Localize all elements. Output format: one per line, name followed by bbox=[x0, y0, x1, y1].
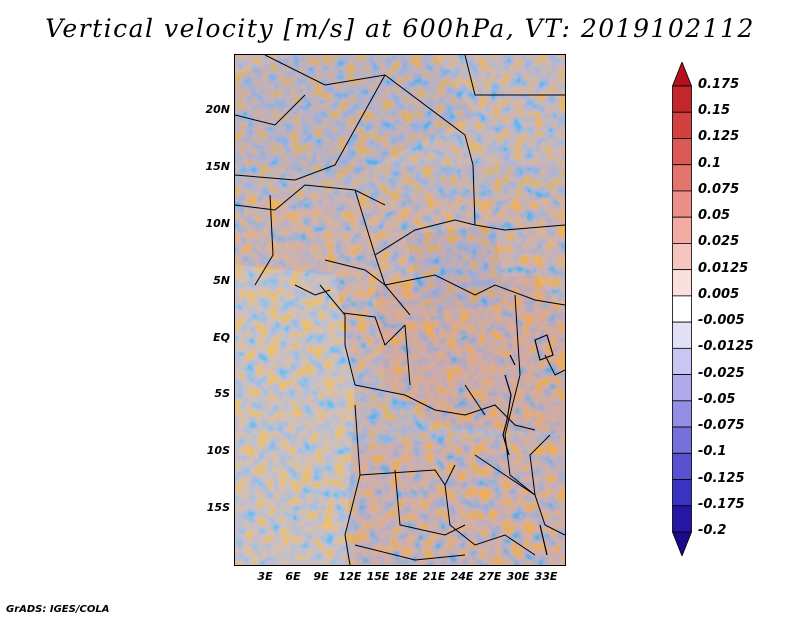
map-panel bbox=[234, 54, 566, 566]
lon-label-15e: 15E bbox=[366, 570, 390, 583]
grads-credit: GrADS: IGES/COLA bbox=[6, 604, 110, 615]
colorbar-label: -0.075 bbox=[698, 418, 745, 434]
lon-label-27e: 27E bbox=[478, 570, 502, 583]
colorbar-label: 0.175 bbox=[698, 77, 740, 92]
lon-label-21e: 21E bbox=[422, 570, 446, 583]
colorbar-label: 0.005 bbox=[698, 286, 740, 302]
lon-label-24e: 24E bbox=[450, 570, 474, 583]
colorbar-label: 0.1 bbox=[698, 155, 722, 171]
colorbar-segment bbox=[672, 505, 692, 533]
lat-label-10n: 10N bbox=[205, 217, 230, 230]
lat-label-5n: 5N bbox=[213, 274, 230, 287]
lat-label-15n: 15N bbox=[205, 160, 230, 173]
colorbar-segment bbox=[672, 321, 692, 349]
colorbar-segment bbox=[672, 400, 692, 428]
colorbar-segment bbox=[672, 243, 692, 271]
lat-label-10s: 10S bbox=[206, 444, 230, 457]
lon-label-33e: 33E bbox=[534, 570, 558, 583]
colorbar-segment bbox=[672, 531, 692, 556]
colorbar-label: 0.075 bbox=[698, 181, 740, 197]
colorbar-label: -0.1 bbox=[698, 444, 727, 460]
lat-label-20n: 20N bbox=[205, 103, 230, 116]
lon-label-3e: 3E bbox=[257, 570, 273, 583]
lon-label-9e: 9E bbox=[313, 570, 329, 583]
lon-label-30e: 30E bbox=[506, 570, 530, 583]
colorbar-label: 0.125 bbox=[698, 129, 740, 145]
lon-label-6e: 6E bbox=[285, 570, 301, 583]
colorbar-label: -0.05 bbox=[698, 391, 736, 407]
country-borders bbox=[235, 55, 565, 565]
colorbar-segment bbox=[672, 347, 692, 375]
colorbar-label: 0.05 bbox=[698, 208, 731, 224]
colorbar-label: -0.025 bbox=[698, 365, 745, 381]
lon-label-12e: 12E bbox=[338, 570, 362, 583]
lat-label-5s: 5S bbox=[214, 387, 230, 400]
velocity-field-map bbox=[235, 55, 565, 565]
colorbar-label: 0.0125 bbox=[698, 260, 749, 276]
colorbar bbox=[672, 62, 692, 556]
colorbar-segment bbox=[672, 295, 692, 323]
colorbar-label: -0.175 bbox=[698, 496, 745, 512]
colorbar-label: 0.025 bbox=[698, 234, 740, 250]
colorbar-segment bbox=[672, 374, 692, 402]
colorbar-segment bbox=[672, 216, 692, 244]
colorbar-segment bbox=[672, 452, 692, 480]
colorbar-label: 0.15 bbox=[698, 103, 731, 119]
colorbar-segment bbox=[672, 111, 692, 139]
lat-label-15s: 15S bbox=[206, 501, 230, 514]
lon-label-18e: 18E bbox=[394, 570, 418, 583]
colorbar-segment bbox=[672, 164, 692, 192]
lakes bbox=[502, 334, 554, 556]
colorbar-segment bbox=[672, 190, 692, 218]
colorbar-segment bbox=[672, 426, 692, 454]
plot-title: Vertical velocity [m/s] at 600hPa, VT: 2… bbox=[45, 14, 755, 43]
lat-label-eq: EQ bbox=[213, 331, 230, 344]
colorbar-label: -0.125 bbox=[698, 470, 745, 486]
colorbar-label: -0.005 bbox=[698, 313, 745, 329]
colorbar-segment bbox=[672, 62, 692, 87]
colorbar-segment bbox=[672, 138, 692, 166]
colorbar-label: -0.0125 bbox=[698, 339, 754, 355]
colorbar-segment bbox=[672, 85, 692, 113]
colorbar-segment bbox=[672, 269, 692, 297]
colorbar-segment bbox=[672, 479, 692, 507]
colorbar-label: -0.2 bbox=[698, 523, 727, 538]
